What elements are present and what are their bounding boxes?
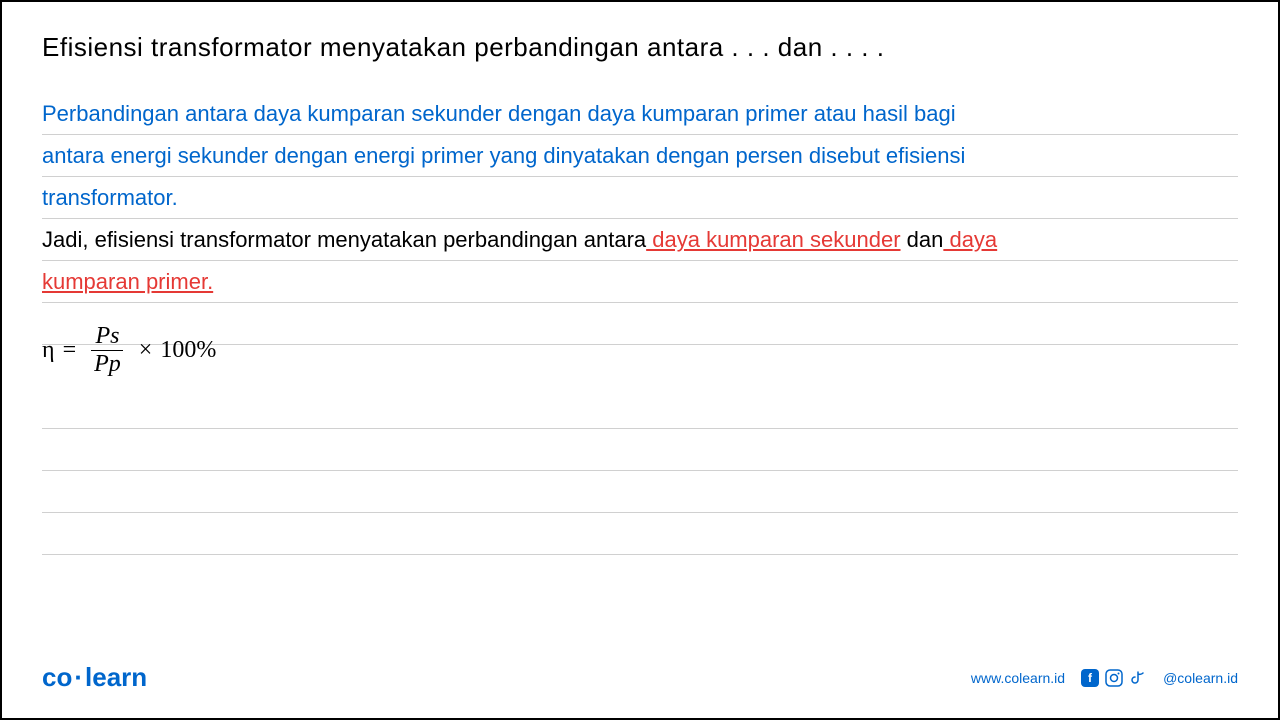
website-url: www.colearn.id	[971, 670, 1065, 686]
conclusion-line-1: Jadi, efisiensi transformator menyatakan…	[42, 219, 1238, 261]
explanation-line-1: Perbandingan antara daya kumparan sekund…	[42, 93, 1238, 135]
explanation-line-3: transformator.	[42, 177, 1238, 219]
footer: co·learn www.colearn.id f @colearn.id	[42, 662, 1238, 693]
formula-fraction: Ps Pp	[90, 323, 125, 378]
colearn-logo: co·learn	[42, 662, 147, 693]
conclusion-line-2: kumparan primer.	[42, 261, 1238, 303]
formula-equals: =	[63, 337, 77, 364]
highlight-sekunder: daya kumparan sekunder	[646, 227, 900, 252]
highlight-daya: daya	[943, 227, 997, 252]
tiktok-icon	[1129, 669, 1147, 687]
conclusion-prefix: Jadi, efisiensi transformator menyatakan…	[42, 227, 646, 252]
logo-co: co	[42, 662, 72, 692]
social-handle: @colearn.id	[1163, 670, 1238, 686]
formula-times: ×	[139, 337, 153, 364]
formula-percent: 100%	[160, 337, 216, 364]
facebook-icon: f	[1081, 669, 1099, 687]
footer-right: www.colearn.id f @colearn.id	[971, 669, 1238, 687]
answer-area: Perbandingan antara daya kumparan sekund…	[42, 93, 1238, 378]
formula-denominator: Pp	[90, 351, 125, 378]
logo-dot: ·	[74, 662, 83, 692]
explanation-line-2: antara energi sekunder dengan energi pri…	[42, 135, 1238, 177]
conclusion-middle: dan	[901, 227, 944, 252]
highlight-primer: kumparan primer.	[42, 269, 213, 294]
question-text: Efisiensi transformator menyatakan perba…	[42, 32, 1238, 63]
logo-learn: learn	[85, 662, 147, 692]
efficiency-formula: η = Ps Pp × 100%	[42, 323, 1238, 378]
social-icons: f	[1081, 669, 1147, 687]
formula-numerator: Ps	[91, 323, 123, 351]
formula-eta: η	[42, 337, 55, 364]
instagram-icon	[1105, 669, 1123, 687]
